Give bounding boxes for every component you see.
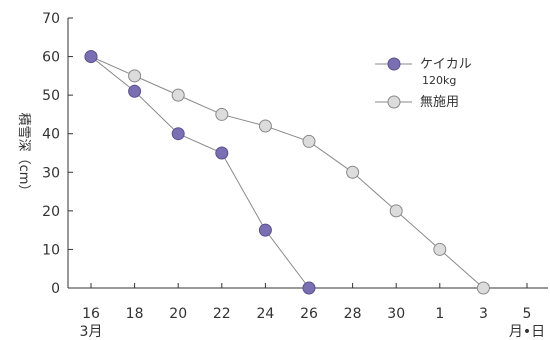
data-point-series-0 bbox=[128, 84, 142, 98]
data-point-series-0 bbox=[302, 281, 316, 295]
series-line-0 bbox=[90, 56, 310, 289]
y-tick-label: 30 bbox=[42, 165, 60, 181]
x-sublabel-march: 3月 bbox=[80, 324, 103, 340]
legend: ケイカル 120kg 無施用 bbox=[375, 57, 472, 110]
x-unit-label: 月•日 bbox=[509, 324, 545, 340]
legend-marker-keikaru bbox=[387, 57, 401, 71]
series-lines bbox=[90, 56, 484, 289]
legend-label-keikaru: ケイカル bbox=[420, 57, 472, 72]
series-points bbox=[84, 50, 490, 295]
x-tick-label: 1 bbox=[435, 306, 444, 322]
legend-sublabel-keikaru: 120kg bbox=[422, 74, 456, 87]
data-point-series-1 bbox=[258, 119, 272, 133]
x-tick-label: 18 bbox=[126, 306, 144, 322]
y-tick-label: 50 bbox=[42, 88, 60, 104]
y-tick-label: 60 bbox=[42, 50, 60, 66]
data-point-series-1 bbox=[433, 242, 447, 256]
data-point-series-1 bbox=[476, 281, 490, 295]
y-axis-title-group: 積雪深（cm） bbox=[16, 113, 31, 198]
data-point-series-0 bbox=[215, 146, 229, 160]
y-tick-label: 70 bbox=[42, 11, 60, 27]
x-tick-label: 22 bbox=[213, 306, 231, 322]
axes bbox=[67, 18, 548, 289]
x-tick-label: 26 bbox=[300, 306, 318, 322]
x-tick-label: 16 bbox=[82, 306, 100, 322]
data-point-series-1 bbox=[128, 69, 142, 83]
x-tick-label: 24 bbox=[256, 306, 274, 322]
x-ticks: 16 18 20 22 24 26 28 30 1 3 5 bbox=[82, 283, 531, 322]
data-point-series-1 bbox=[302, 134, 316, 148]
y-axis-title: 積雪深（cm） bbox=[16, 113, 31, 198]
x-tick-label: 3 bbox=[479, 306, 488, 322]
data-point-series-0 bbox=[84, 50, 98, 64]
legend-label-mushiyo: 無施用 bbox=[420, 95, 459, 110]
x-tick-label: 20 bbox=[169, 306, 187, 322]
data-point-series-1 bbox=[215, 107, 229, 121]
data-point-series-1 bbox=[346, 165, 360, 179]
y-tick-label: 40 bbox=[42, 127, 60, 143]
data-point-series-1 bbox=[389, 204, 403, 218]
x-tick-label: 5 bbox=[523, 306, 532, 322]
series-line-1 bbox=[90, 56, 484, 289]
x-tick-label: 28 bbox=[344, 306, 362, 322]
y-ticks: 0 10 20 30 40 50 60 70 bbox=[42, 11, 73, 297]
y-tick-label: 20 bbox=[42, 204, 60, 220]
data-point-series-0 bbox=[258, 223, 272, 237]
x-tick-label: 30 bbox=[387, 306, 405, 322]
data-point-series-1 bbox=[171, 88, 185, 102]
data-point-series-0 bbox=[171, 127, 185, 141]
legend-marker-mushiyo bbox=[387, 95, 401, 109]
y-tick-label: 10 bbox=[42, 242, 60, 258]
y-tick-label: 0 bbox=[51, 281, 60, 297]
